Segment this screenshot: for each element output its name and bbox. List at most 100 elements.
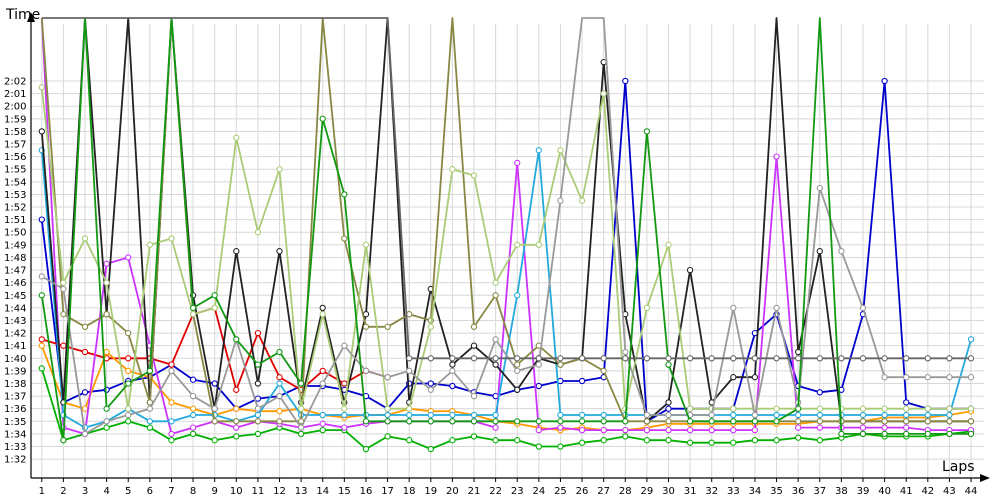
y-tick-label: 1:58 [4, 127, 26, 138]
data-point [297, 405, 305, 412]
data-point [341, 411, 348, 419]
x-tick-label: 34 [749, 486, 762, 497]
x-tick-label: 12 [273, 486, 286, 497]
x-tick-label: 19 [424, 486, 437, 497]
data-point [427, 380, 434, 387]
data-point [773, 153, 780, 160]
data-point [125, 411, 132, 419]
data-point [535, 443, 542, 450]
x-tick-label: 5 [125, 486, 131, 497]
data-point [276, 380, 283, 387]
y-tick-label: 1:34 [4, 429, 26, 440]
data-point [341, 342, 348, 349]
data-point [859, 418, 867, 425]
x-tick-label: 20 [446, 486, 459, 497]
data-point [514, 355, 521, 362]
data-point [168, 430, 175, 438]
data-point [967, 336, 975, 343]
data-point [276, 248, 283, 255]
data-point [233, 424, 240, 431]
data-point [384, 418, 391, 425]
data-point [924, 411, 931, 419]
data-point [406, 355, 413, 362]
x-tick-label: 3 [82, 486, 88, 497]
data-point [341, 405, 348, 412]
y-tick-label: 1:41 [4, 341, 26, 352]
data-point [773, 304, 780, 312]
data-point [795, 348, 802, 356]
data-point [103, 279, 110, 286]
data-point [168, 367, 175, 375]
series-path [41, 17, 971, 360]
x-tick-label: 29 [641, 486, 654, 497]
data-point [406, 437, 413, 444]
data-point [233, 433, 240, 440]
data-point [514, 292, 521, 299]
data-point [211, 380, 218, 387]
data-point [297, 430, 305, 438]
data-point [881, 77, 888, 85]
data-point [38, 84, 45, 91]
data-point [492, 279, 499, 286]
data-point [211, 292, 218, 299]
data-point [665, 241, 672, 248]
data-point [470, 355, 478, 362]
x-tick-label: 33 [727, 486, 740, 497]
data-point [622, 426, 629, 434]
data-point [859, 304, 867, 312]
x-tick-label: 37 [813, 486, 826, 497]
data-point [665, 399, 672, 406]
data-point [903, 411, 910, 419]
data-point [319, 380, 326, 387]
data-point [81, 235, 89, 242]
data-point [38, 342, 45, 349]
data-point [859, 424, 867, 431]
data-point [103, 405, 110, 412]
data-point [449, 367, 456, 375]
data-point [751, 374, 759, 381]
data-point [924, 418, 931, 425]
x-tick-label: 11 [252, 486, 265, 497]
data-point [103, 418, 110, 425]
data-point [254, 430, 262, 438]
data-point [189, 411, 197, 419]
y-tick-label: 1:54 [4, 177, 26, 188]
data-point [319, 304, 326, 312]
y-tick-label: 1:42 [4, 329, 26, 340]
x-tick-label: 27 [597, 486, 610, 497]
data-point [189, 376, 197, 383]
data-point [38, 336, 45, 343]
data-point [254, 329, 262, 337]
y-tick-label: 2:00 [4, 102, 26, 113]
y-tick-label: 1:48 [4, 253, 26, 264]
data-point [384, 374, 391, 381]
data-point [557, 411, 564, 419]
data-point [81, 389, 89, 396]
data-point [730, 405, 737, 412]
data-point [492, 437, 499, 444]
data-point [254, 411, 262, 419]
data-point [686, 418, 694, 425]
data-point [146, 418, 154, 425]
data-point [81, 323, 89, 330]
data-point [189, 405, 197, 412]
data-point [81, 405, 89, 412]
data-point [795, 424, 802, 431]
data-point [514, 159, 521, 167]
data-point [103, 424, 110, 431]
data-point [233, 418, 240, 425]
y-tick-label: 1:43 [4, 316, 26, 327]
data-point [578, 197, 586, 204]
data-point [924, 405, 931, 412]
y-tick-label: 1:44 [4, 303, 26, 314]
data-point [211, 437, 218, 444]
data-point [470, 433, 478, 440]
data-point [557, 197, 564, 204]
data-point [449, 382, 456, 390]
data-point [578, 439, 586, 446]
x-tick-label: 2 [60, 486, 66, 497]
data-point [384, 411, 391, 419]
data-point [125, 367, 132, 375]
x-tick-label: 30 [662, 486, 675, 497]
x-tick-label: 10 [230, 486, 243, 497]
